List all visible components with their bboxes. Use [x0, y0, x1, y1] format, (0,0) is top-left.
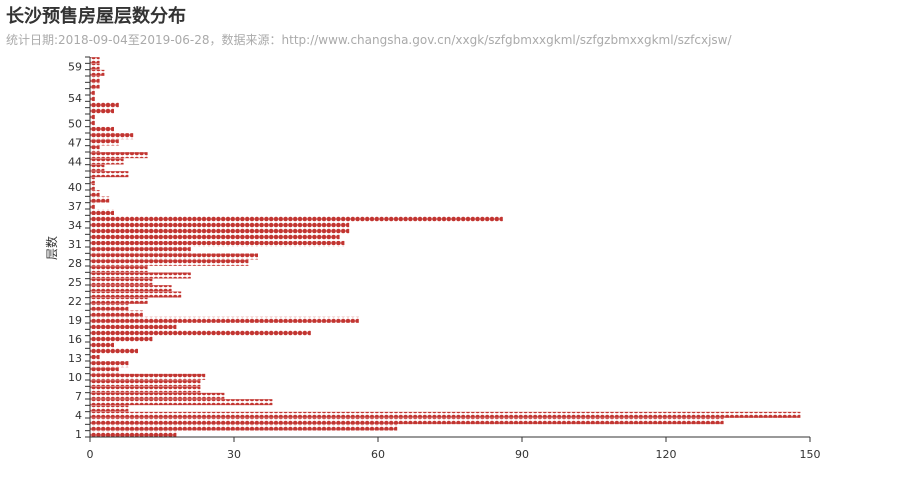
y-tick-label: 34 [68, 219, 82, 232]
bar-floor-42[interactable] [90, 171, 129, 178]
y-tick-label: 19 [68, 314, 82, 327]
bar-floor-11[interactable] [90, 367, 119, 374]
x-tick-label: 60 [371, 448, 385, 461]
bar-floor-58[interactable] [90, 69, 105, 76]
bar-floor-50[interactable] [90, 120, 95, 127]
bar-floor-27[interactable] [90, 266, 148, 273]
y-axis-label: 层数 [44, 236, 59, 260]
bar-floor-20[interactable] [90, 310, 143, 317]
x-tick-label: 120 [656, 448, 677, 461]
bar-floor-34[interactable] [90, 221, 350, 228]
bar-floor-56[interactable] [90, 82, 100, 89]
bar-floor-25[interactable] [90, 278, 153, 285]
y-tick-label: 1 [75, 428, 82, 441]
bar-floor-21[interactable] [90, 304, 129, 311]
bar-floor-46[interactable] [90, 145, 100, 152]
bar-floor-16[interactable] [90, 335, 153, 342]
y-tick-label: 47 [68, 137, 82, 150]
bar-floor-38[interactable] [90, 196, 110, 203]
bar-floor-60[interactable] [90, 57, 100, 64]
bar-floor-49[interactable] [90, 126, 114, 133]
y-tick-label: 25 [68, 276, 82, 289]
bar-floor-7[interactable] [90, 392, 225, 399]
bar-floor-30[interactable] [90, 247, 191, 254]
bar-floor-1[interactable] [90, 430, 177, 437]
bar-floor-19[interactable] [90, 316, 359, 323]
bar-floor-31[interactable] [90, 240, 345, 247]
bar-floor-4[interactable] [90, 411, 801, 418]
bar-floor-15[interactable] [90, 342, 114, 349]
bar-floor-40[interactable] [90, 183, 95, 190]
x-tick-label: 150 [800, 448, 821, 461]
x-tick-label: 30 [227, 448, 241, 461]
bars-group [90, 57, 801, 437]
bar-floor-6[interactable] [90, 399, 273, 406]
y-tick-label: 50 [68, 118, 82, 131]
x-tick-label: 0 [87, 448, 94, 461]
y-tick-label: 10 [68, 371, 82, 384]
y-tick-label: 54 [68, 92, 82, 105]
bar-floor-53[interactable] [90, 101, 119, 108]
bar-floor-8[interactable] [90, 386, 201, 393]
bar-floor-35[interactable] [90, 215, 503, 222]
y-tick-label: 16 [68, 333, 82, 346]
bar-floor-33[interactable] [90, 228, 350, 235]
bar-floor-12[interactable] [90, 361, 129, 368]
y-tick-label: 4 [75, 409, 82, 422]
bar-floor-36[interactable] [90, 209, 114, 216]
bar-floor-3[interactable] [90, 418, 724, 425]
bar-floor-14[interactable] [90, 348, 138, 355]
bar-floor-37[interactable] [90, 202, 95, 209]
y-tick-label: 59 [68, 61, 82, 74]
x-tick-label: 90 [515, 448, 529, 461]
chart-subtitle: 统计日期:2018-09-04至2019-06-28，数据来源：http://w… [6, 33, 732, 47]
bar-floor-44[interactable] [90, 158, 124, 165]
bar-floor-45[interactable] [90, 152, 148, 159]
y-tick-label: 22 [68, 295, 82, 308]
bar-floor-10[interactable] [90, 373, 206, 380]
bar-floor-52[interactable] [90, 107, 114, 114]
bar-floor-51[interactable] [90, 114, 95, 121]
bar-floor-29[interactable] [90, 253, 258, 260]
bar-floor-39[interactable] [90, 190, 100, 197]
bar-floor-23[interactable] [90, 291, 182, 298]
bar-floor-55[interactable] [90, 88, 95, 95]
bar-floor-54[interactable] [90, 95, 95, 102]
bar-floor-26[interactable] [90, 272, 191, 279]
bar-floor-59[interactable] [90, 63, 100, 70]
chart-title: 长沙预售房屋层数分布 [6, 6, 186, 27]
bar-floor-17[interactable] [90, 329, 311, 336]
y-tick-label: 31 [68, 238, 82, 251]
bar-floor-28[interactable] [90, 259, 249, 266]
bar-floor-32[interactable] [90, 234, 340, 241]
y-tick-label: 13 [68, 352, 82, 365]
bar-floor-2[interactable] [90, 424, 398, 431]
y-tick-label: 28 [68, 257, 82, 270]
bar-floor-57[interactable] [90, 76, 100, 83]
bar-floor-41[interactable] [90, 177, 95, 184]
bar-floor-5[interactable] [90, 405, 129, 412]
y-tick-label: 37 [68, 200, 82, 213]
bar-floor-24[interactable] [90, 285, 172, 292]
bar-floor-48[interactable] [90, 133, 134, 140]
bar-floor-18[interactable] [90, 323, 177, 330]
y-tick-label: 7 [75, 390, 82, 403]
bar-floor-13[interactable] [90, 354, 100, 361]
bar-floor-9[interactable] [90, 380, 201, 387]
y-tick-label: 40 [68, 181, 82, 194]
bar-floor-47[interactable] [90, 139, 119, 146]
bar-floor-43[interactable] [90, 164, 105, 171]
bar-floor-22[interactable] [90, 297, 148, 304]
y-tick-label: 44 [68, 156, 82, 169]
x-axis: 0 30 60 90 120 150 [87, 436, 821, 461]
